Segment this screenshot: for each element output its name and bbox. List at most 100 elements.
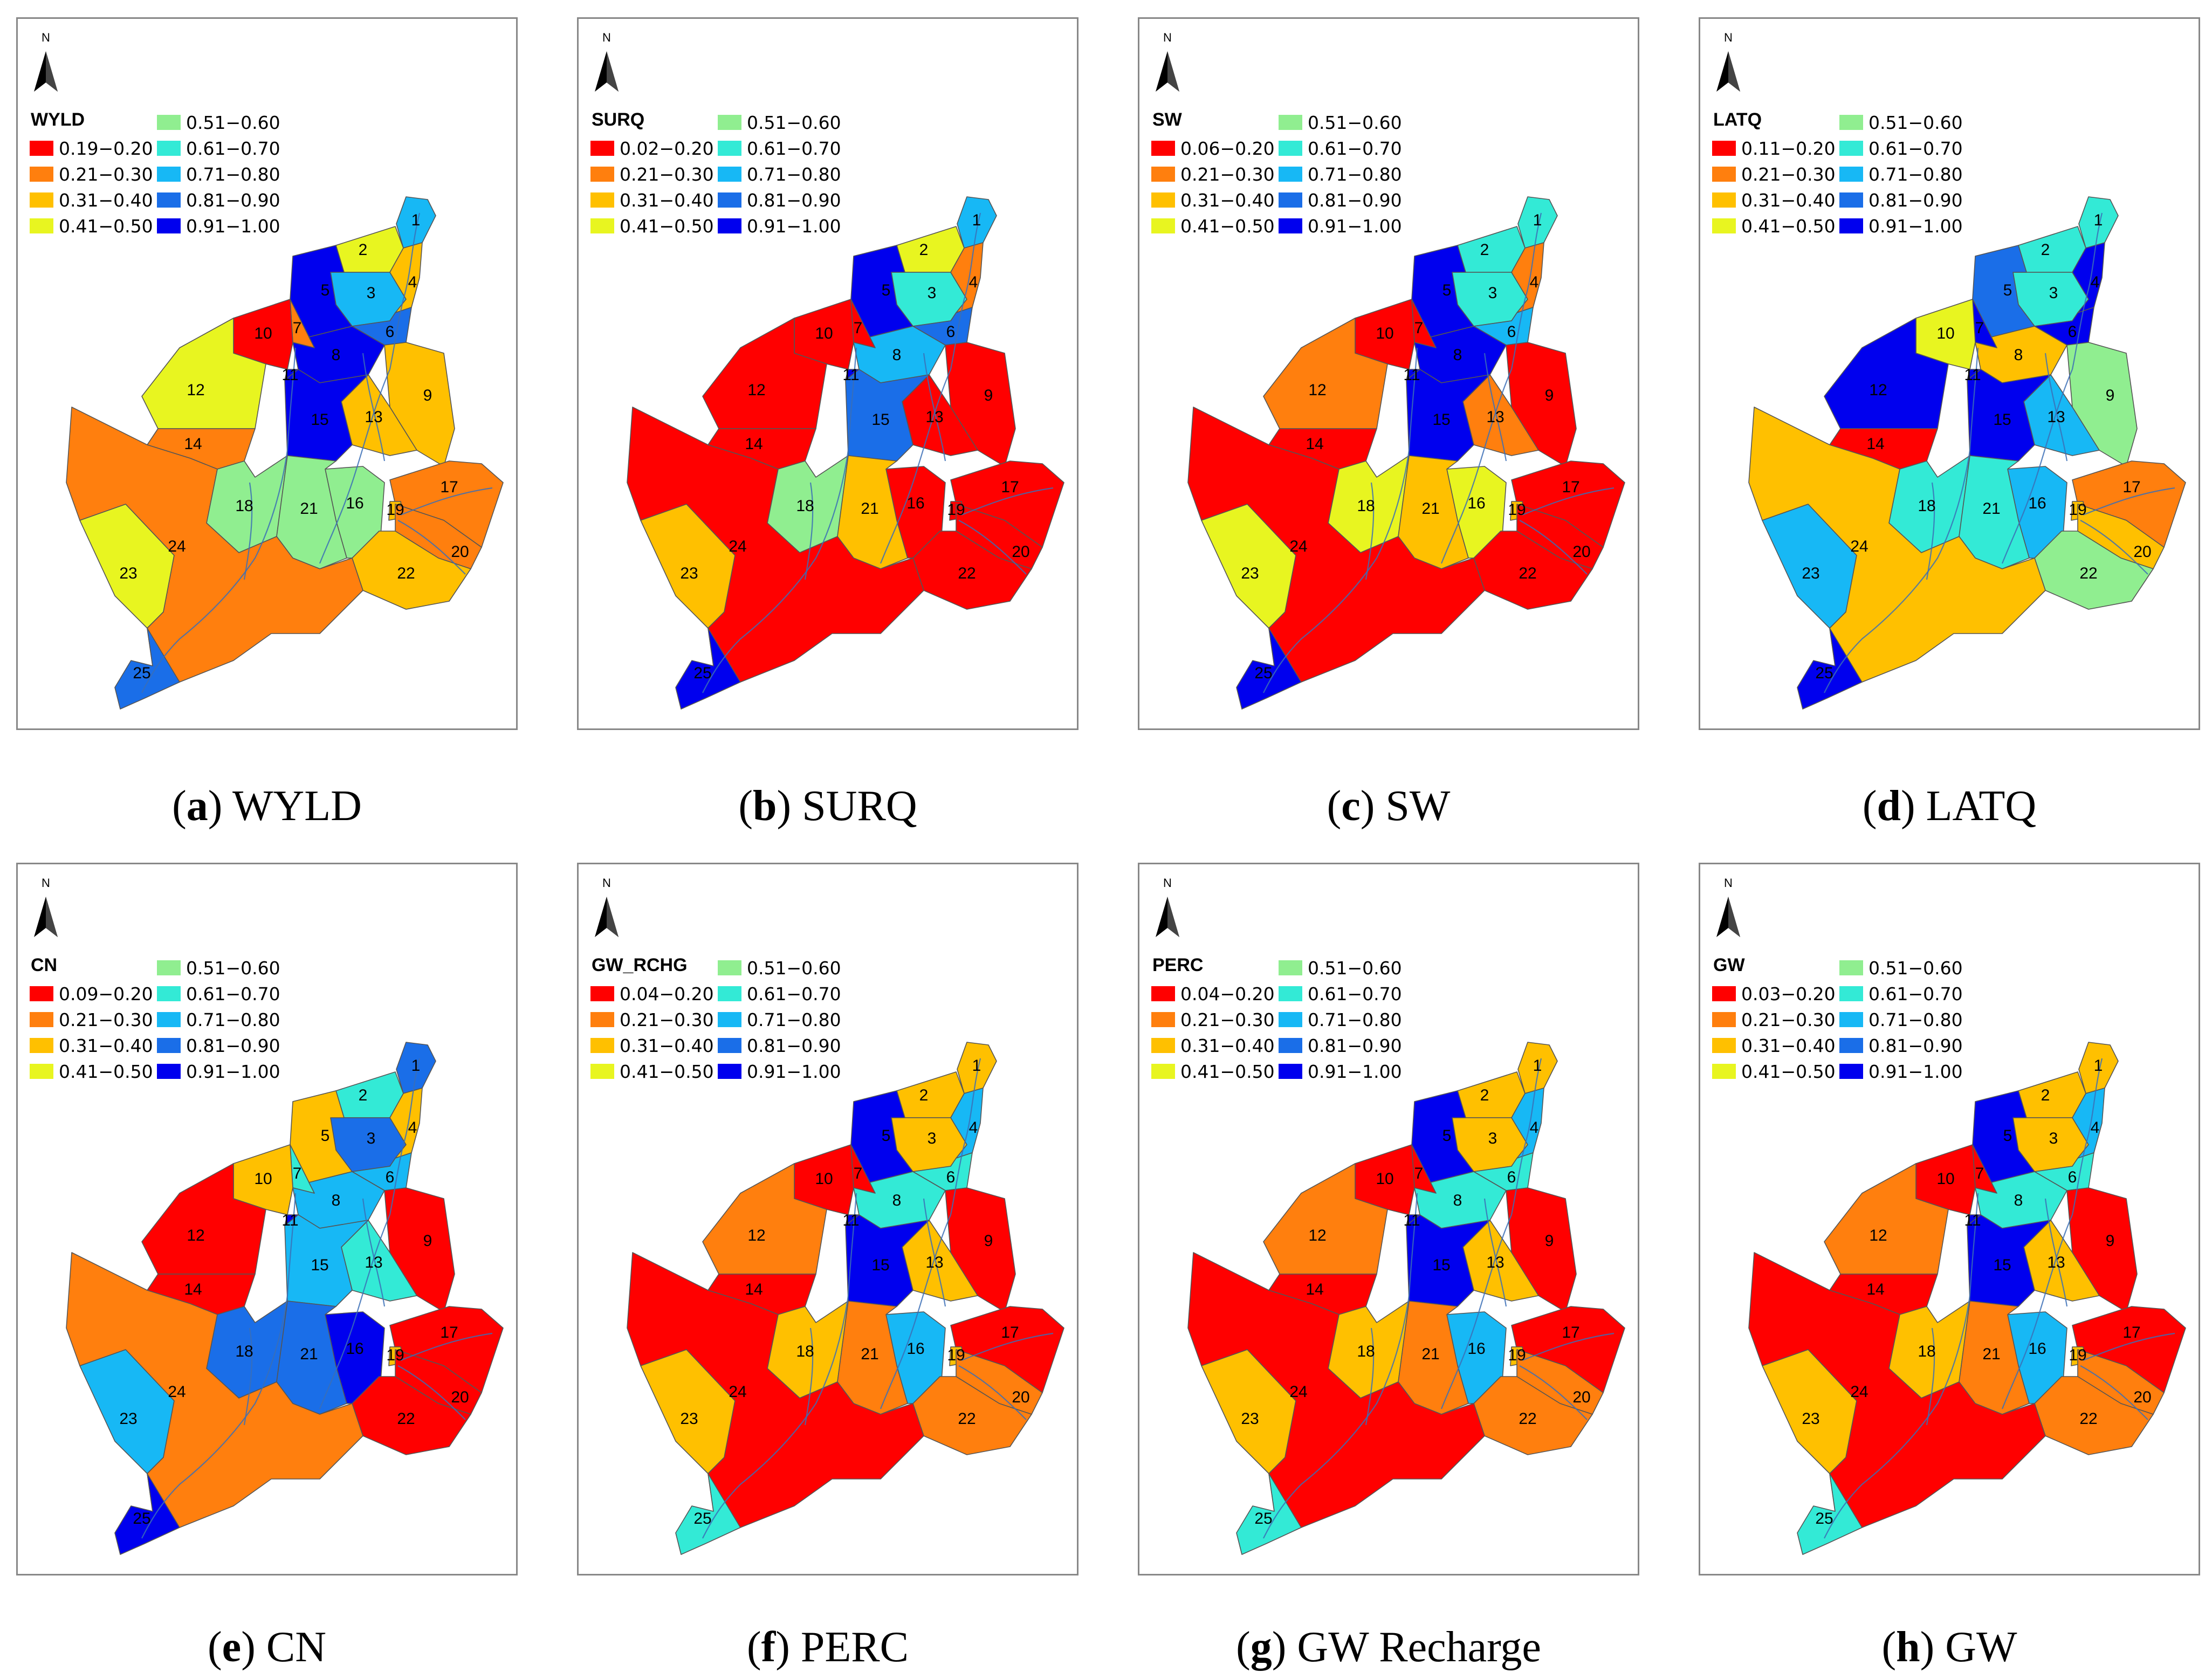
legend-swatch xyxy=(1839,141,1863,156)
subbasin-15[interactable] xyxy=(1406,369,1490,462)
legend-swatch xyxy=(590,1012,614,1027)
subbasin-24[interactable] xyxy=(1187,1252,1485,1528)
subbasin-15[interactable] xyxy=(845,1214,930,1307)
legend-range-label: 0.21−0.30 xyxy=(620,1009,714,1030)
legend-title: GW_RCHG xyxy=(592,955,688,975)
subbasin-label: 22 xyxy=(958,565,976,582)
legend-range-label: 0.02−0.20 xyxy=(620,137,714,159)
legend-item: 0.31−0.40 xyxy=(1712,1034,1836,1057)
legend-item: 0.51−0.60 xyxy=(157,956,280,980)
legend-range-label: 0.81−0.90 xyxy=(1308,1035,1402,1056)
subbasin-25[interactable] xyxy=(1236,628,1302,710)
subbasin-label: 15 xyxy=(1993,1256,2011,1274)
caption-text: GW xyxy=(1934,1623,2017,1671)
caption-letter: h xyxy=(1896,1623,1920,1671)
subbasin-label: 2 xyxy=(1480,1086,1489,1104)
legend-title: PERC xyxy=(1152,955,1204,975)
subbasin-25[interactable] xyxy=(1236,1473,1302,1555)
river-line xyxy=(1483,1198,1507,1307)
legend-range-label: 0.91−1.00 xyxy=(747,1061,841,1082)
legend-item: 0.71−0.80 xyxy=(157,162,280,186)
legend-range-label: 0.41−0.50 xyxy=(1741,1061,1836,1082)
legend-item: 0.91−1.00 xyxy=(1839,1059,1963,1083)
river-line xyxy=(1510,212,1542,370)
subbasin-label: 18 xyxy=(796,497,814,515)
subbasin-24[interactable] xyxy=(1187,407,1485,683)
subbasin-label: 9 xyxy=(1545,1232,1554,1250)
subbasin-24[interactable] xyxy=(1748,1252,2046,1528)
subbasin-label: 17 xyxy=(2122,1324,2140,1341)
subbasin-15[interactable] xyxy=(1967,1214,2051,1307)
legend-swatch xyxy=(1151,192,1175,208)
legend-range-label: 0.81−0.90 xyxy=(1868,189,1963,211)
subbasin-label: 25 xyxy=(1815,1510,1833,1527)
subbasin-24[interactable] xyxy=(66,407,363,683)
subbasin-24[interactable] xyxy=(627,407,924,683)
subbasin-label: 13 xyxy=(1486,408,1504,426)
subbasin-label: 11 xyxy=(281,1212,298,1229)
subbasin-25[interactable] xyxy=(114,1473,180,1555)
subbasin-label: 2 xyxy=(359,1086,368,1104)
subbasin-25[interactable] xyxy=(675,1473,741,1555)
subbasin-12[interactable] xyxy=(702,318,827,429)
subbasin-12[interactable] xyxy=(1263,318,1388,429)
subbasin-25[interactable] xyxy=(1797,1473,1863,1555)
legend-range-label: 0.31−0.40 xyxy=(1741,189,1836,211)
subbasin-24[interactable] xyxy=(1748,407,2046,683)
legend-range-label: 0.91−1.00 xyxy=(1308,1061,1402,1082)
river-line xyxy=(1926,482,1935,580)
river-line xyxy=(923,1198,946,1307)
legend-range-label: 0.81−0.90 xyxy=(747,189,841,211)
subbasin-12[interactable] xyxy=(141,1163,266,1275)
legend-item: 0.61−0.70 xyxy=(1839,136,1963,160)
legend-range-label: 0.21−0.30 xyxy=(1180,1009,1275,1030)
legend-item: 0.71−0.80 xyxy=(718,1008,841,1031)
legend-item: 0.61−0.70 xyxy=(1839,982,1963,1006)
subbasin-label: 20 xyxy=(1012,1388,1029,1406)
subbasin-label: 10 xyxy=(254,325,272,342)
legend-range-label: 0.04−0.20 xyxy=(1180,983,1275,1004)
subbasin-15[interactable] xyxy=(1406,1214,1490,1307)
subbasin-24[interactable] xyxy=(66,1252,363,1528)
subbasin-24[interactable] xyxy=(627,1252,924,1528)
subbasin-15[interactable] xyxy=(1967,369,2051,462)
legend-swatch xyxy=(1151,1038,1175,1053)
subbasin-15[interactable] xyxy=(284,369,369,462)
subbasin-25[interactable] xyxy=(114,628,180,710)
legend-title: GW xyxy=(1713,955,1745,975)
subbasin-25[interactable] xyxy=(675,628,741,710)
subbasin-12[interactable] xyxy=(1824,1163,1949,1275)
subbasin-label: 9 xyxy=(2106,387,2115,404)
subbasin-label: 21 xyxy=(861,500,878,518)
legend-item: 0.81−0.90 xyxy=(1279,188,1402,212)
legend-swatch xyxy=(1712,1064,1736,1079)
subbasin-25[interactable] xyxy=(1797,628,1863,710)
legend-swatch xyxy=(718,141,741,156)
river-line xyxy=(1263,347,1418,693)
caption-letter: a xyxy=(186,782,208,830)
legend-range-label: 0.21−0.30 xyxy=(59,163,153,185)
subbasin-12[interactable] xyxy=(141,318,266,429)
subbasin-label: 12 xyxy=(1869,381,1887,399)
subbasin-15[interactable] xyxy=(284,1214,369,1307)
subbasin-label: 13 xyxy=(2047,1254,2065,1271)
caption-letter: c xyxy=(1341,782,1361,830)
subbasin-label: 24 xyxy=(729,538,746,555)
subbasin-12[interactable] xyxy=(1263,1163,1388,1275)
legend-swatch xyxy=(1151,986,1175,1001)
subbasin-15[interactable] xyxy=(845,369,930,462)
subbasin-12[interactable] xyxy=(702,1163,827,1275)
river-line xyxy=(243,1327,253,1426)
subbasin-label: 23 xyxy=(1802,565,1819,582)
subbasin-label: 4 xyxy=(1530,1119,1539,1137)
subbasin-label: 3 xyxy=(2049,1130,2058,1147)
subbasin-label: 16 xyxy=(1467,494,1485,512)
legend-swatch xyxy=(718,986,741,1001)
subbasin-12[interactable] xyxy=(1824,318,1949,429)
legend-swatch xyxy=(590,141,614,156)
legend-range-label: 0.21−0.30 xyxy=(59,1009,153,1030)
caption-text: SW xyxy=(1375,782,1451,830)
